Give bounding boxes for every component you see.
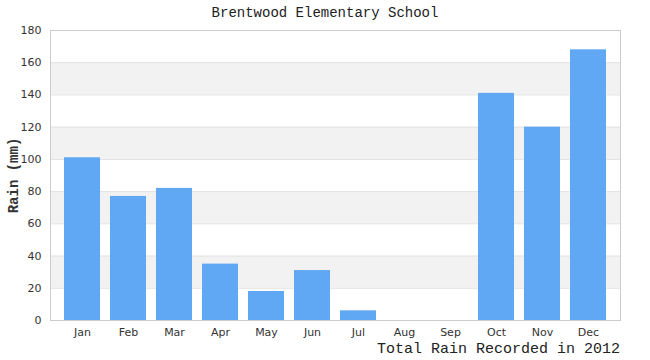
- svg-text:Rain (mm): Rain (mm): [6, 138, 22, 214]
- svg-text:20: 20: [28, 282, 42, 295]
- svg-text:Nov: Nov: [532, 326, 554, 339]
- svg-text:Apr: Apr: [211, 326, 231, 339]
- svg-text:140: 140: [21, 88, 42, 101]
- svg-text:160: 160: [21, 56, 42, 69]
- svg-text:180: 180: [21, 24, 42, 37]
- svg-text:Jun: Jun: [303, 326, 321, 339]
- svg-text:Oct: Oct: [487, 326, 507, 339]
- svg-text:40: 40: [28, 250, 42, 263]
- svg-text:80: 80: [28, 185, 42, 198]
- svg-text:Aug: Aug: [394, 326, 415, 339]
- svg-text:Jan: Jan: [73, 326, 91, 339]
- svg-text:Mar: Mar: [164, 326, 185, 339]
- svg-text:Dec: Dec: [578, 326, 599, 339]
- svg-text:100: 100: [21, 153, 42, 166]
- svg-text:120: 120: [21, 121, 42, 134]
- svg-text:Feb: Feb: [119, 326, 138, 339]
- html-text:Brentwood Elementary School: Brentwood Elementary School: [211, 5, 439, 21]
- svg-text:Jul: Jul: [351, 326, 365, 339]
- html-text:Total Rain Recorded in 2012: Total Rain Recorded in 2012: [377, 341, 620, 358]
- svg-text:60: 60: [28, 217, 42, 230]
- svg-text:May: May: [255, 326, 278, 339]
- svg-text:Sep: Sep: [440, 326, 461, 339]
- svg-text:0: 0: [35, 314, 42, 327]
